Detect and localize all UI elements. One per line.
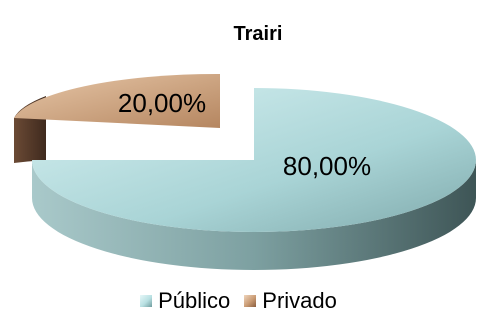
legend-label-publico: Público	[158, 288, 231, 313]
chart-title: Trairi	[234, 23, 283, 45]
slice-privado-group	[14, 73, 220, 163]
slice-publico	[32, 88, 476, 232]
chart-legend: Público Privado	[0, 288, 477, 314]
legend-swatch-privado	[244, 295, 257, 307]
legend-label-privado: Privado	[262, 288, 337, 313]
slice-privado	[14, 73, 220, 128]
slice-publico-group	[32, 88, 476, 270]
data-label-privado: 20,00%	[118, 88, 206, 118]
data-label-publico: 80,00%	[283, 151, 371, 181]
legend-swatch-publico	[140, 295, 153, 307]
slice-publico-side	[32, 160, 476, 270]
legend-item-publico: Público	[140, 288, 230, 314]
legend-item-privado: Privado	[244, 288, 337, 314]
